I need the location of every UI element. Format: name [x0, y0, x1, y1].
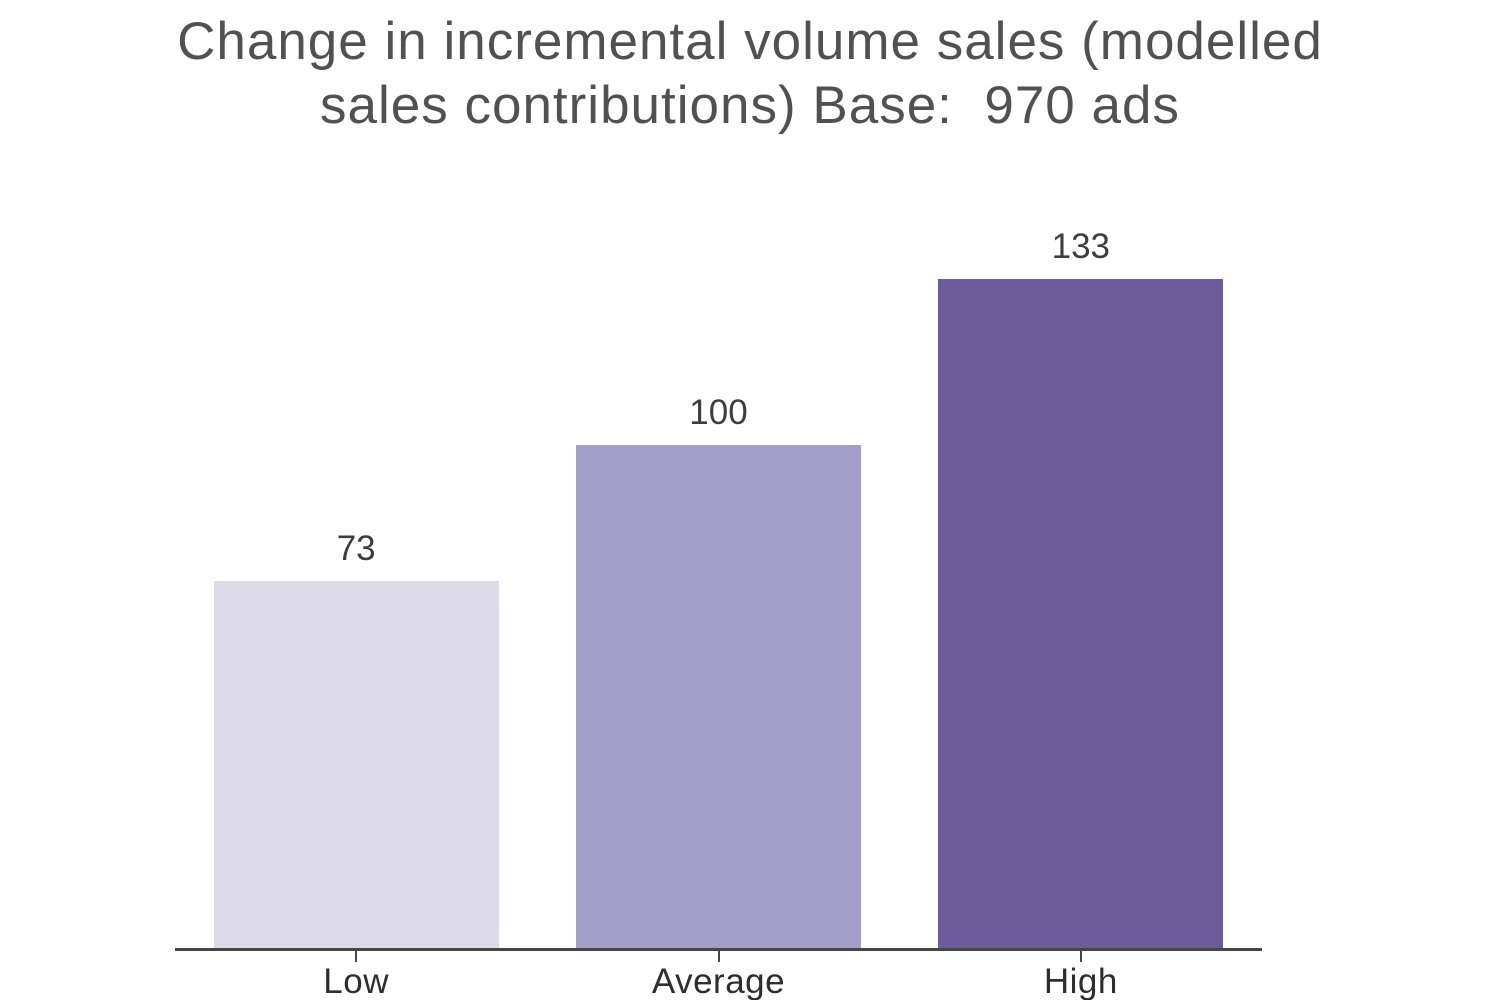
- bar-low: [214, 581, 499, 948]
- x-axis-label-average: Average: [651, 962, 786, 1000]
- bar-average: [576, 445, 861, 948]
- chart-title: Change in incremental volume sales (mode…: [0, 10, 1500, 138]
- x-axis-tick-high: [1079, 951, 1082, 962]
- x-axis-label-high: High: [1043, 962, 1118, 1000]
- x-axis-tick-average: [717, 951, 720, 962]
- x-axis-line: [175, 948, 1262, 951]
- x-axis-tick-low: [355, 951, 358, 962]
- bar-value-label-high: 133: [1051, 227, 1111, 266]
- x-axis-label-low: Low: [323, 962, 390, 1000]
- chart-title-line1: Change in incremental volume sales (mode…: [177, 12, 1323, 71]
- chart-title-line2: sales contributions) Base: 970 ads: [320, 76, 1180, 135]
- bar-value-label-average: 100: [689, 393, 748, 432]
- bar-value-label-low: 73: [336, 529, 376, 568]
- bar-high: [938, 279, 1223, 948]
